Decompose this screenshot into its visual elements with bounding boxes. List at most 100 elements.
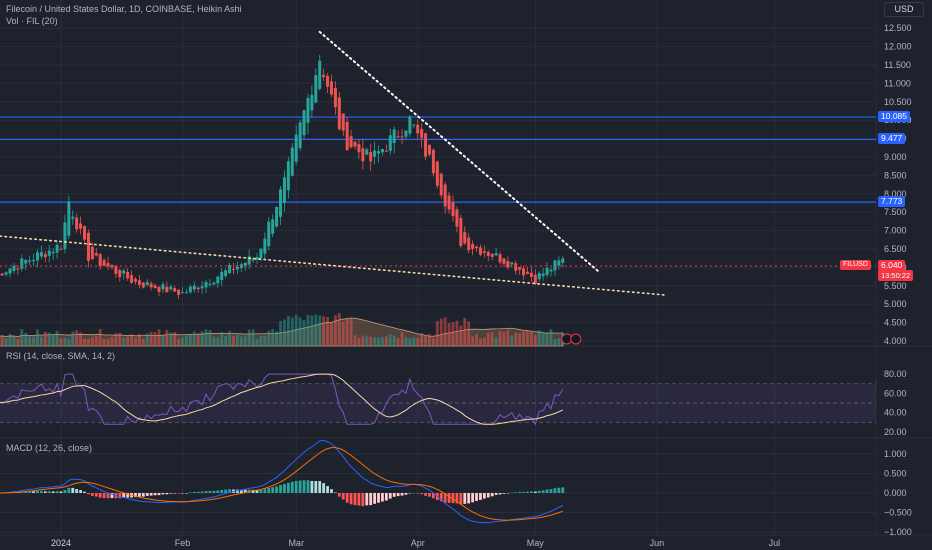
- currency-button[interactable]: USD: [884, 2, 924, 17]
- volume-bar: [494, 337, 498, 346]
- volume-bar: [118, 332, 122, 346]
- macd-hist-bar: [188, 492, 192, 493]
- macd-hist-bar: [502, 493, 506, 494]
- volume-bar: [106, 338, 110, 346]
- volume-bar: [192, 331, 196, 346]
- volume-bar: [36, 329, 39, 346]
- macd-hist-bar: [506, 493, 510, 494]
- macd-hist-bar: [306, 480, 310, 493]
- candle-body: [463, 232, 467, 244]
- trendline-upper: [318, 30, 600, 273]
- candle-body: [439, 173, 443, 196]
- macd-hist-bar: [192, 491, 196, 493]
- time-label: Apr: [411, 538, 425, 548]
- macd-hist-bar: [479, 493, 482, 500]
- macd-hist-bar: [294, 481, 298, 493]
- candle-body: [514, 263, 518, 271]
- price-tick-label: 12.000: [884, 42, 912, 52]
- candle-body: [153, 285, 157, 289]
- event-icon: [570, 333, 582, 345]
- candle-body: [16, 268, 20, 270]
- volume-bar: [326, 317, 329, 346]
- candle-body: [388, 135, 392, 151]
- macd-title: MACD (12, 26, close): [6, 443, 93, 453]
- volume-bar: [75, 330, 79, 346]
- candle-body: [251, 258, 255, 261]
- macd-hist-bar: [388, 493, 392, 499]
- volume-bar: [216, 337, 220, 346]
- candle-body: [71, 216, 75, 219]
- volume-bar: [341, 321, 345, 346]
- volume-bar: [28, 336, 32, 346]
- macd-hist-bar: [59, 491, 63, 493]
- macd-hist-bar: [243, 489, 247, 493]
- volume-bar: [318, 315, 322, 346]
- candle-body: [529, 272, 533, 277]
- candle-body: [90, 246, 94, 260]
- volume-bar: [349, 318, 353, 346]
- volume-bar: [185, 335, 188, 346]
- volume-bar: [114, 333, 118, 346]
- candle-body: [427, 145, 431, 155]
- macd-hist-bar: [369, 493, 373, 506]
- volume-bar: [322, 316, 326, 346]
- volume-bar: [310, 315, 314, 346]
- macd-hist-bar: [251, 489, 255, 493]
- candle-body: [220, 271, 224, 281]
- candles: [0, 54, 565, 300]
- macd-line: [0, 440, 563, 524]
- candle-body: [282, 177, 286, 204]
- volume-bar: [110, 336, 114, 346]
- macd-hist-bar: [200, 491, 204, 493]
- volume-bar: [510, 335, 514, 346]
- volume-bar: [177, 338, 180, 346]
- volume-bar: [388, 334, 392, 346]
- volume-bar: [330, 322, 333, 346]
- candle-body: [118, 269, 122, 278]
- volume-bar: [467, 321, 471, 346]
- rsi-line: [0, 373, 564, 426]
- macd-hist-bar: [75, 489, 79, 493]
- macd-hist-bar: [165, 493, 169, 495]
- price-tick-label: 9.000: [884, 152, 907, 162]
- candle-body: [98, 254, 102, 267]
- macd-tick-label: −1.000: [884, 527, 912, 537]
- volume-bar: [98, 329, 102, 346]
- macd-hist-bar: [286, 482, 290, 493]
- volume-bar: [126, 336, 130, 346]
- volume-bar: [435, 320, 439, 346]
- macd-hist-bar: [510, 492, 514, 494]
- volume-bar: [412, 337, 416, 346]
- volume-bar: [8, 333, 12, 346]
- candle-body: [212, 282, 216, 285]
- volume-bar: [279, 320, 282, 346]
- volume-bar: [498, 331, 502, 346]
- macd-hist-bar: [106, 493, 110, 499]
- candle-body: [12, 266, 16, 271]
- candle-body: [35, 252, 39, 261]
- volume-bar: [514, 332, 518, 346]
- candle-body: [506, 261, 510, 268]
- price-tag-line-2: 9.477: [878, 133, 906, 144]
- volume-bar: [290, 317, 294, 346]
- candle-body: [494, 252, 498, 256]
- macd-hist-bar: [67, 487, 71, 493]
- volume-bar: [361, 335, 365, 346]
- candle-body: [467, 237, 471, 251]
- macd-hist-bar: [412, 492, 416, 494]
- volume-bar: [71, 331, 75, 346]
- volume-bar: [479, 338, 482, 346]
- price-tag-line-1: 10.085: [878, 111, 910, 122]
- macd-hist-bar: [424, 493, 427, 496]
- volume-bar: [67, 338, 71, 346]
- volume-bar: [141, 338, 145, 346]
- macd-hist-bar: [443, 493, 447, 503]
- candle-body: [447, 195, 451, 210]
- candle-body: [443, 184, 447, 207]
- macd-hist-bar: [318, 481, 322, 493]
- volume-bar: [396, 337, 400, 346]
- candle-body: [408, 116, 412, 134]
- candle-body: [341, 113, 345, 131]
- macd-hist-bar: [28, 491, 32, 493]
